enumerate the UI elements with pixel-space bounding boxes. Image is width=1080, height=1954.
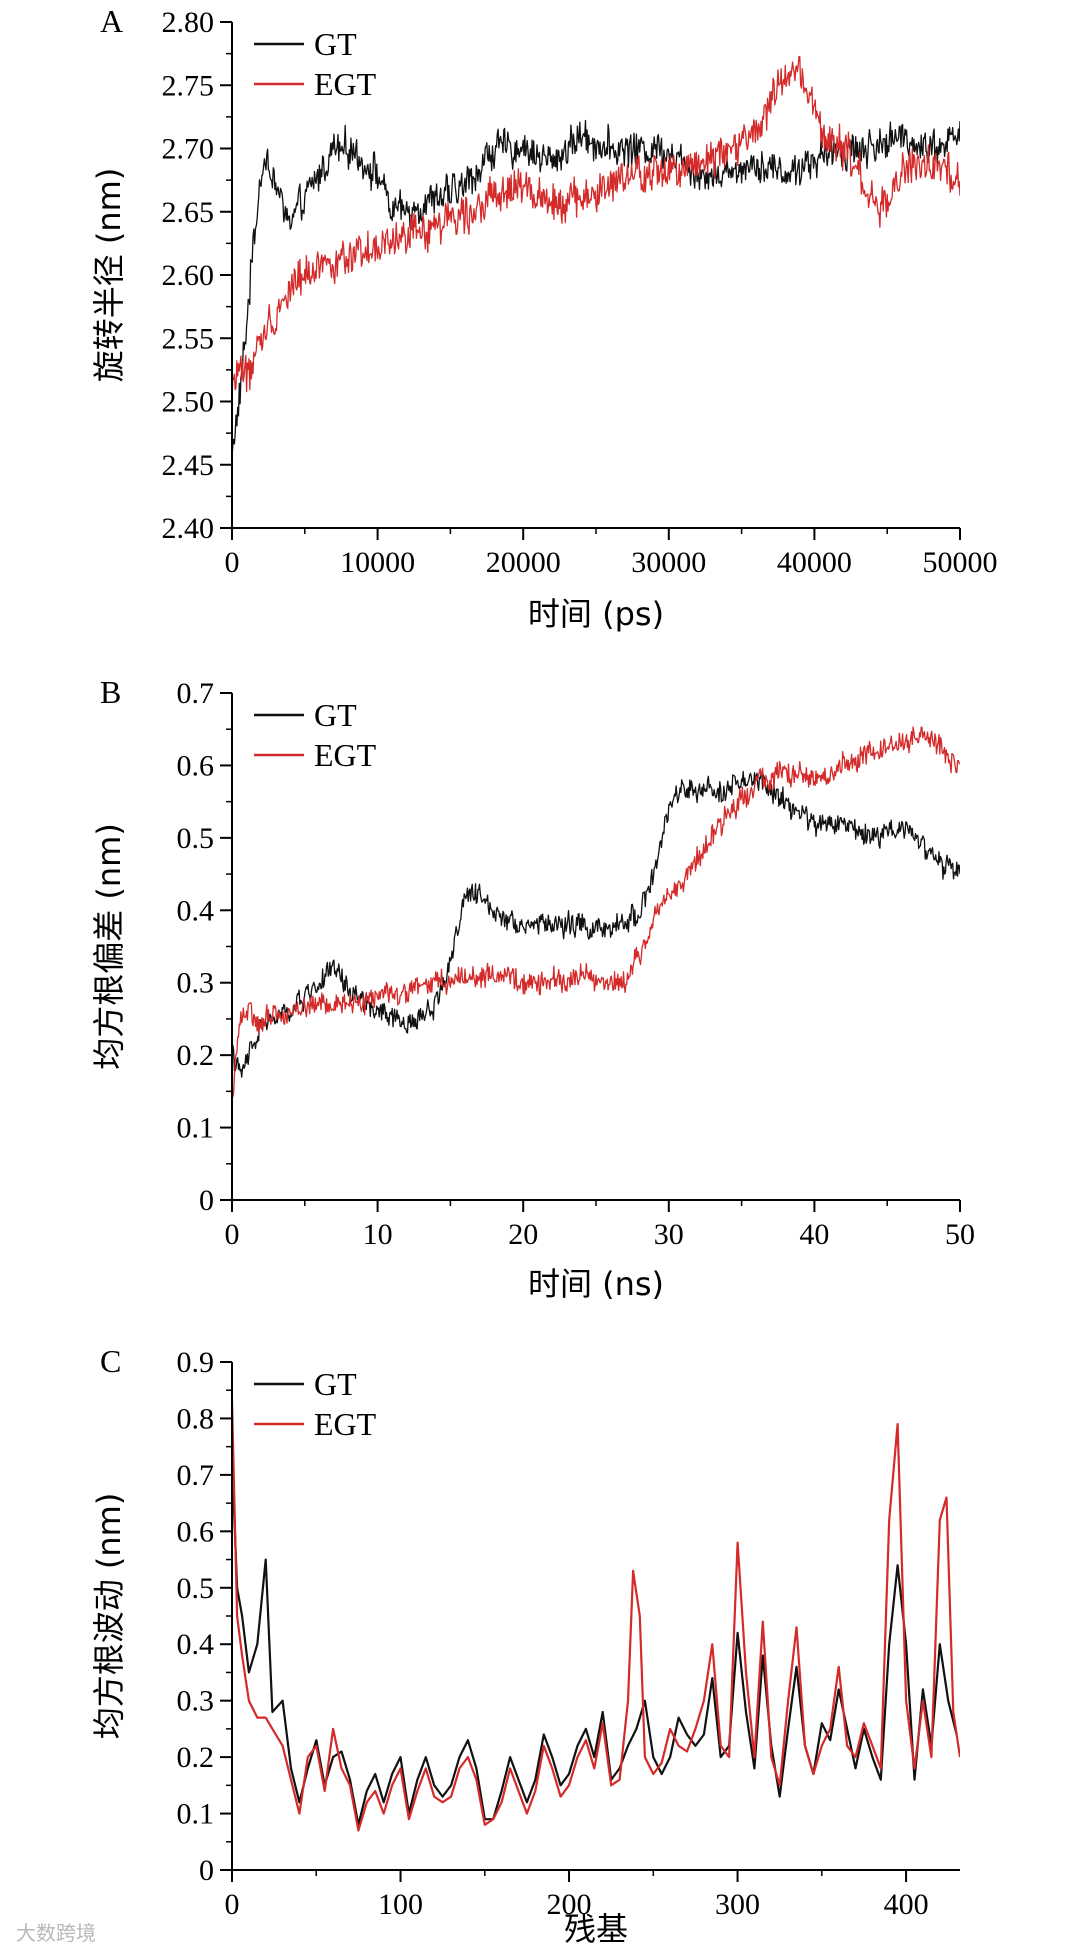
plot-area <box>232 726 960 1098</box>
y-axis-title: 均方根偏差 (nm) <box>90 823 128 1070</box>
x-tick-label: 10 <box>363 1218 393 1251</box>
y-tick-label: 2.80 <box>162 6 215 39</box>
y-tick-label: 0.2 <box>177 1039 215 1072</box>
chart-panel-b: B 0 0.1 0.2 0.3 0.4 0.5 0.6 0.7 0 10 20 30 40 50 时间 (ns… <box>90 674 975 1303</box>
x-tick-label: 0 <box>225 546 240 579</box>
x-tick-label: 0 <box>225 1218 240 1251</box>
panel-letter: C <box>100 1343 121 1379</box>
x-tick-label: 400 <box>884 1888 929 1921</box>
y-tick-label: 0.8 <box>177 1402 215 1435</box>
y-tick-label: 0.5 <box>177 1572 215 1605</box>
legend: GT EGT <box>254 697 377 773</box>
y-tick-label: 2.65 <box>162 196 215 229</box>
x-tick-label: 300 <box>715 1888 760 1921</box>
x-tick-label: 40000 <box>777 546 852 579</box>
legend-label-egt: EGT <box>314 737 377 773</box>
x-axis-title: 残基 <box>564 1910 628 1948</box>
x-axis-title: 时间 (ps) <box>528 595 664 633</box>
x-axis-title: 时间 (ns) <box>528 1265 664 1303</box>
series-line-gt <box>232 1457 958 1826</box>
series-line-egt <box>232 726 960 1098</box>
legend-label-gt: GT <box>314 1366 357 1402</box>
series-line-egt <box>232 55 960 400</box>
x-tick-label: 200 <box>547 1888 592 1921</box>
y-tick-label: 0.5 <box>177 822 215 855</box>
chart-panel-a: A 2.40 2.45 2.50 2.55 2.60 2.65 2.70 2.75 2.80 0 10… <box>90 3 998 633</box>
y-tick-label: 0.7 <box>177 677 215 710</box>
x-tick-label: 30 <box>654 1218 684 1251</box>
y-tick-label: 0.9 <box>177 1346 215 1379</box>
panel-letter: B <box>100 674 121 710</box>
y-tick-label: 0.4 <box>177 894 215 927</box>
plot-area <box>232 55 960 458</box>
y-tick-label: 0 <box>199 1854 214 1887</box>
x-tick-label: 30000 <box>631 546 706 579</box>
watermark-text: 大数跨境 <box>16 1921 96 1945</box>
y-tick-label: 0 <box>199 1184 214 1217</box>
y-tick-label: 0.3 <box>177 967 215 1000</box>
y-tick-label: 0.1 <box>177 1112 215 1145</box>
y-tick-label: 2.75 <box>162 69 215 102</box>
y-axis-title: 旋转半径 (nm) <box>90 168 128 383</box>
legend-label-gt: GT <box>314 26 357 62</box>
y-tick-label: 0.6 <box>177 1515 215 1548</box>
y-tick-label: 0.6 <box>177 749 215 782</box>
y-tick-label: 2.55 <box>162 322 215 355</box>
legend: GT EGT <box>254 26 377 102</box>
plot-area <box>232 1401 960 1832</box>
y-tick-label: 2.70 <box>162 133 215 166</box>
chart-panel-c: C 0 0.1 0.2 0.3 0.4 0.5 0.6 0.7 0.8 0.9 0 100 200 300 4… <box>90 1343 960 1948</box>
y-tick-label: 2.45 <box>162 449 215 482</box>
legend-label-egt: EGT <box>314 66 377 102</box>
y-tick-label: 2.40 <box>162 512 215 545</box>
legend: GT EGT <box>254 1366 377 1442</box>
x-tick-label: 50 <box>945 1218 975 1251</box>
series-line-gt <box>232 770 960 1078</box>
x-tick-label: 100 <box>378 1888 423 1921</box>
x-tick-label: 20 <box>508 1218 538 1251</box>
y-tick-label: 0.7 <box>177 1459 215 1492</box>
y-tick-label: 0.2 <box>177 1741 215 1774</box>
y-tick-label: 0.1 <box>177 1798 215 1831</box>
x-tick-label: 0 <box>225 1888 240 1921</box>
y-tick-label: 2.60 <box>162 259 215 292</box>
x-tick-label: 50000 <box>923 546 998 579</box>
panel-letter: A <box>100 3 123 39</box>
x-tick-label: 10000 <box>340 546 415 579</box>
y-tick-label: 2.50 <box>162 386 215 419</box>
legend-label-gt: GT <box>314 697 357 733</box>
y-axis-title: 均方根波动 (nm) <box>90 1493 128 1740</box>
y-tick-label: 0.3 <box>177 1685 215 1718</box>
series-line-egt <box>232 1401 960 1832</box>
legend-label-egt: EGT <box>314 1406 377 1442</box>
x-tick-label: 20000 <box>486 546 561 579</box>
x-tick-label: 40 <box>799 1218 829 1251</box>
y-tick-label: 0.4 <box>177 1628 215 1661</box>
